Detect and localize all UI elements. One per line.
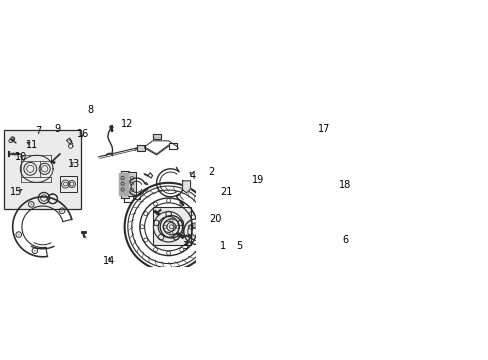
Text: 17: 17 (318, 124, 330, 134)
Text: 12: 12 (121, 120, 133, 130)
Circle shape (18, 233, 20, 236)
Text: 15: 15 (10, 186, 22, 197)
Text: 5: 5 (236, 241, 243, 251)
Text: 18: 18 (339, 180, 351, 190)
Text: 19: 19 (251, 175, 264, 185)
Bar (152, 207, 190, 245)
Bar (4, 130, 81, 209)
Text: 4: 4 (189, 171, 195, 181)
Text: 2: 2 (208, 167, 214, 177)
Text: 10: 10 (15, 152, 27, 162)
Circle shape (34, 249, 36, 252)
Bar (152, 134, 161, 139)
Text: 21: 21 (220, 186, 232, 197)
Text: 13: 13 (68, 159, 80, 170)
Text: 7: 7 (36, 126, 41, 136)
Circle shape (30, 203, 32, 206)
Circle shape (61, 210, 63, 212)
Polygon shape (127, 172, 136, 195)
Polygon shape (119, 173, 127, 195)
Text: 9: 9 (54, 124, 61, 134)
Text: 1: 1 (219, 241, 225, 251)
Polygon shape (182, 181, 190, 193)
Text: 3: 3 (182, 241, 188, 251)
Text: 8: 8 (87, 105, 93, 115)
Bar (60, 176, 77, 192)
Text: 6: 6 (342, 235, 347, 244)
Text: 14: 14 (103, 256, 115, 266)
Text: 20: 20 (208, 214, 221, 224)
Polygon shape (121, 171, 129, 198)
Bar (136, 145, 144, 151)
Text: 11: 11 (26, 140, 38, 150)
Bar (168, 143, 176, 149)
Text: 16: 16 (76, 129, 89, 139)
